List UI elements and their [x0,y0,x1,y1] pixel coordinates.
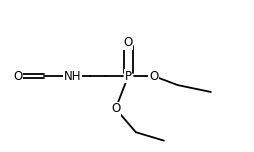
Text: O: O [124,36,133,49]
Text: O: O [13,69,22,83]
Text: O: O [111,102,120,115]
Text: NH: NH [64,69,81,83]
Text: P: P [125,69,132,83]
Text: O: O [149,69,158,83]
